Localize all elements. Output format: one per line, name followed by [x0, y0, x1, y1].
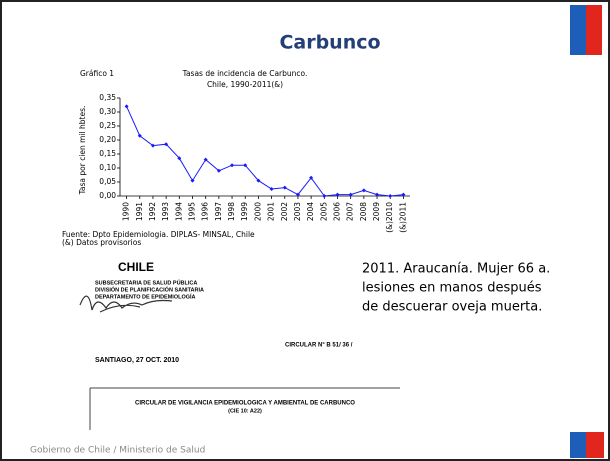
- x-tick-label: 2008: [359, 202, 368, 221]
- x-tick-label: 1996: [201, 202, 210, 221]
- flag-blue: [570, 5, 586, 55]
- chart-title: Tasas de incidencia de Carbunco.: [182, 69, 308, 78]
- x-tick-label: 2000: [253, 202, 262, 221]
- note-line: de descuerar oveja muerta.: [362, 300, 542, 315]
- y-tick-label: 0,20: [99, 135, 116, 144]
- x-tick-label: 2005: [319, 202, 328, 221]
- y-tick-label: 0,25: [99, 121, 116, 130]
- x-tick-label: 1990: [122, 202, 131, 221]
- slide: Carbunco Gobierno de Chile / Ministerio …: [0, 0, 610, 461]
- x-tick-label: 1991: [135, 202, 144, 221]
- doc-header: DEPARTAMENTO DE EPIDEMIOLOGÍA: [95, 292, 196, 300]
- x-tick-label: 2007: [346, 202, 355, 221]
- chart-title: Chile, 1990-2011(&): [207, 80, 283, 89]
- y-tick-label: 0,30: [99, 107, 116, 116]
- x-tick-label: (&)2011: [398, 202, 407, 233]
- y-tick-label: 0,35: [99, 93, 116, 102]
- flag-red: [586, 5, 602, 55]
- x-tick-label: (&)2010: [385, 202, 394, 233]
- flag-blue: [570, 432, 586, 458]
- y-tick-label: 0,10: [99, 163, 116, 172]
- y-tick-label: 0,00: [99, 191, 116, 200]
- x-tick-label: 1995: [188, 202, 197, 221]
- x-tick-label: 1997: [214, 202, 223, 221]
- source: (&) Datos provisorios: [62, 238, 141, 247]
- chart-label: Gráfico 1: [80, 69, 114, 78]
- x-tick-label: 2009: [372, 202, 381, 221]
- note-line: 2011. Araucanía. Mujer 66 a.: [362, 262, 550, 277]
- doc-subject: CIRCULAR DE VIGILANCIA EPIDEMIOLOGICA Y …: [135, 401, 355, 407]
- x-tick-label: 2001: [267, 202, 276, 221]
- doc-date: SANTIAGO, 27 OCT. 2010: [95, 357, 179, 364]
- slide-title: Carbunco: [279, 32, 380, 54]
- doc-header: SUBSECRETARIA DE SALUD PÚBLICA: [95, 279, 197, 286]
- flag-red: [586, 432, 604, 458]
- y-tick-label: 0,15: [99, 149, 116, 158]
- x-tick-label: 1998: [227, 202, 236, 221]
- doc-header: DIVISIÓN DE PLANIFICACIÓN SANITARIA: [95, 285, 204, 293]
- x-tick-label: 1992: [148, 202, 157, 221]
- note-line: lesiones en manos después: [362, 281, 542, 296]
- x-tick-label: 1994: [174, 202, 183, 221]
- x-tick-label: 1993: [161, 202, 170, 221]
- footer: Gobierno de Chile / Ministerio de Salud: [30, 446, 205, 456]
- x-tick-label: 2003: [293, 202, 302, 221]
- x-tick-label: 1999: [240, 202, 249, 221]
- x-tick-label: 2004: [306, 202, 315, 221]
- doc-subject: (CIE 10: A22): [228, 408, 262, 414]
- x-tick-label: 2006: [333, 202, 342, 221]
- x-tick-label: 2002: [280, 202, 289, 221]
- doc-country: CHILE: [118, 260, 154, 274]
- y-tick-label: 0,05: [99, 177, 116, 186]
- doc-number: CIRCULAR N° B 51/ 36 /: [285, 343, 353, 349]
- y-axis-label: Tasa por cien mil hbtes.: [78, 106, 87, 196]
